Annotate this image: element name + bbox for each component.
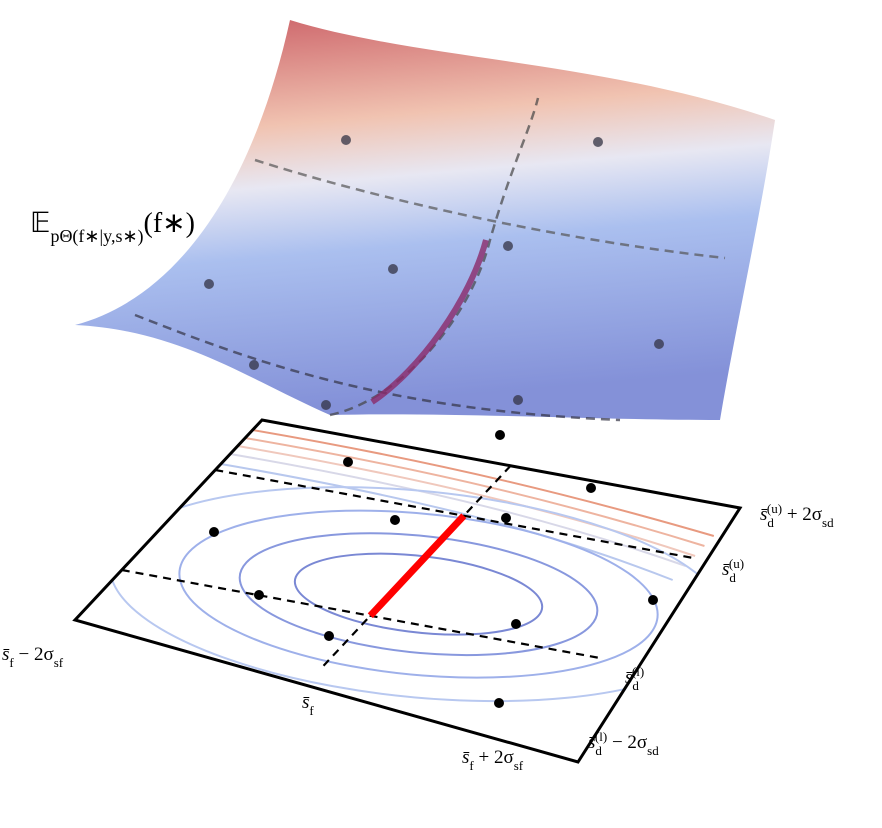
axis-label: s̄d(l) [625,664,644,693]
label-part: f [469,758,474,773]
label-part: (f∗) [144,208,195,239]
label-part: d [632,678,639,693]
label-part: s̄ [760,504,768,525]
surface [75,20,775,422]
label-part: sf [514,758,524,773]
axis-label: s̄d(l) − 2σsd [588,729,659,758]
label-part: + 2σ [474,747,514,768]
axis-label: s̄f − 2σsf [2,644,64,670]
label-part: (l) [632,664,644,679]
label-part: d [767,515,774,530]
label-part: d [729,570,736,585]
label-part: sd [647,743,659,758]
label-part: s̄ [588,732,596,753]
label-part: f [9,655,14,670]
label-part: s̄ [722,559,730,580]
label-part: − 2σ [14,644,54,665]
label-part: (l) [595,729,607,744]
label-part: pΘ(f∗|y,s∗) [50,226,143,247]
axis-label: s̄f + 2σsf [462,747,524,773]
surface-label: 𝔼pΘ(f∗|y,s∗)(f∗) [30,208,195,247]
axis-label: s̄f [302,692,314,718]
label-part: + 2σ [782,504,822,525]
label-part: s̄ [302,692,310,713]
label-part: (u) [767,501,782,516]
label-part: s̄ [462,747,470,768]
axis-label: s̄d(u) + 2σsd [760,501,834,530]
plane [72,418,743,764]
label-part: (u) [729,556,744,571]
label-part: s̄ [2,644,10,665]
label-part: s̄ [625,667,633,688]
label-part: 𝔼 [30,208,50,239]
label-part: sf [54,655,64,670]
label-part: d [595,743,602,758]
label-part: − 2σ [607,732,647,753]
axis-label: s̄d(u) [722,556,744,585]
label-part: f [309,703,314,718]
label-part: sd [822,515,834,530]
